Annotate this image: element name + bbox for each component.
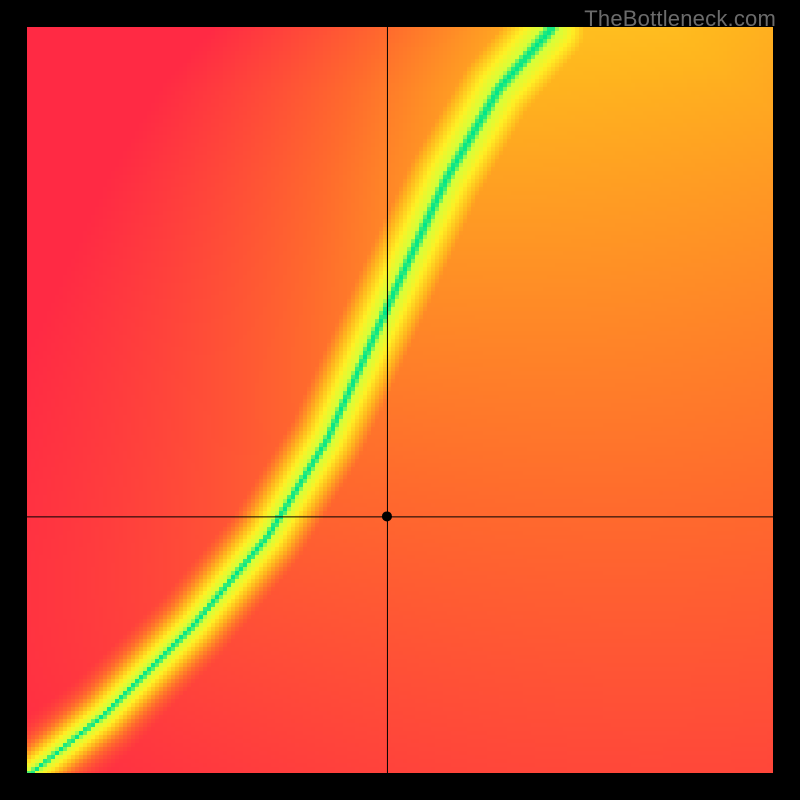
heatmap-canvas (0, 0, 800, 800)
watermark-label: TheBottleneck.com (584, 6, 776, 32)
bottleneck-heatmap: TheBottleneck.com (0, 0, 800, 800)
